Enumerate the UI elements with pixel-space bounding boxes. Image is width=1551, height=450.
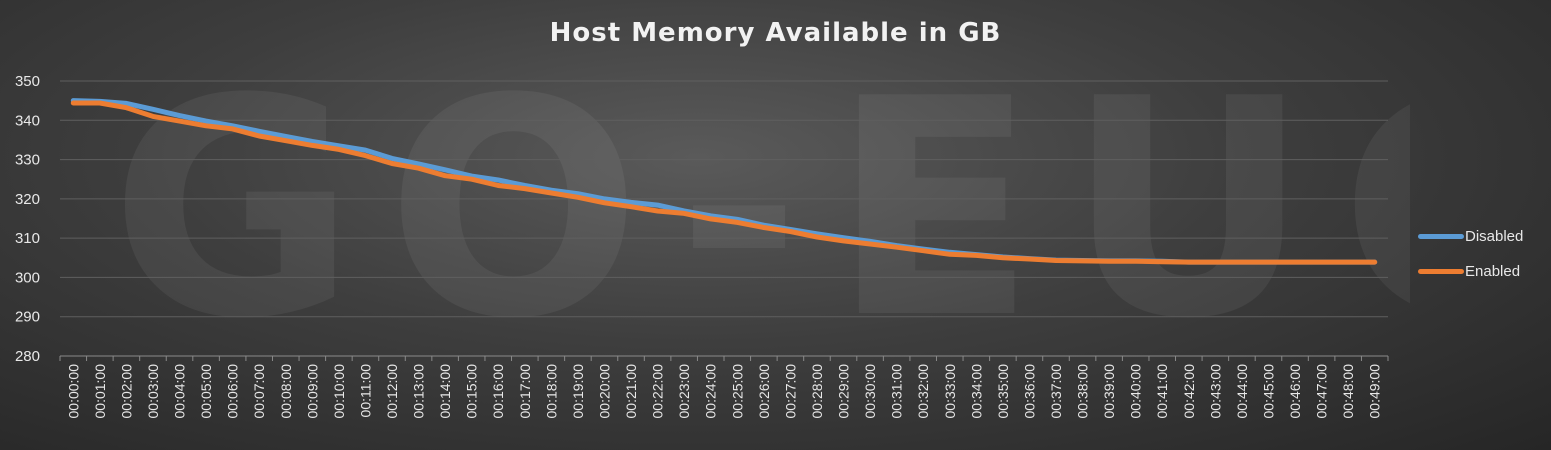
x-tick-label: 00:15:00 xyxy=(464,364,480,419)
x-tick-label: 00:25:00 xyxy=(729,364,745,419)
y-tick-label: 350 xyxy=(15,73,40,90)
x-tick-label: 00:27:00 xyxy=(782,364,798,419)
x-tick-label: 00:49:00 xyxy=(1367,364,1383,419)
y-tick-label: 280 xyxy=(15,348,40,365)
x-tick-label: 00:37:00 xyxy=(1048,364,1064,419)
y-tick-label: 300 xyxy=(15,269,40,286)
legend-label-enabled: Enabled xyxy=(1465,262,1521,280)
x-tick-label: 00:22:00 xyxy=(650,364,666,419)
x-tick-label: 00:23:00 xyxy=(676,364,692,419)
x-tick-label: 00:24:00 xyxy=(703,364,719,419)
x-tick-label: 00:17:00 xyxy=(517,364,533,419)
y-tick-label: 330 xyxy=(15,152,40,169)
x-tick-label: 00:21:00 xyxy=(623,364,639,419)
legend-label-disabled: Disabled xyxy=(1465,227,1524,245)
x-tick-label: 00:00:00 xyxy=(65,364,81,419)
x-tick-label: 00:01:00 xyxy=(92,364,108,419)
x-tick-label: 00:34:00 xyxy=(968,364,984,419)
x-tick-label: 00:13:00 xyxy=(411,364,427,419)
x-tick-label: 00:09:00 xyxy=(304,364,320,419)
x-tick-label: 00:46:00 xyxy=(1287,364,1303,419)
x-tick-label: 00:48:00 xyxy=(1340,364,1356,419)
x-tick-label: 00:33:00 xyxy=(942,364,958,419)
x-tick-label: 00:31:00 xyxy=(889,364,905,419)
x-tick-label: 00:38:00 xyxy=(1075,364,1091,419)
x-tick-label: 00:20:00 xyxy=(596,364,612,419)
legend-swatch-disabled xyxy=(1418,233,1464,239)
x-tick-label: 00:19:00 xyxy=(570,364,586,419)
y-tick-label: 310 xyxy=(15,230,40,247)
x-tick-label: 00:08:00 xyxy=(278,364,294,419)
y-tick-label: 340 xyxy=(15,112,40,129)
x-tick-label: 00:30:00 xyxy=(862,364,878,419)
legend-swatch-enabled xyxy=(1418,268,1464,274)
x-tick-label: 00:45:00 xyxy=(1260,364,1276,419)
x-tick-label: 00:06:00 xyxy=(225,364,241,419)
x-tick-label: 00:05:00 xyxy=(198,364,214,419)
x-tick-label: 00:11:00 xyxy=(357,364,373,418)
series-line-enabled xyxy=(70,100,1378,265)
x-tick-label: 00:44:00 xyxy=(1234,364,1250,419)
y-tick-label: 320 xyxy=(15,191,40,208)
x-tick-label: 00:29:00 xyxy=(836,364,852,419)
x-tick-label: 00:28:00 xyxy=(809,364,825,419)
x-tick-label: 00:18:00 xyxy=(543,364,559,419)
x-tick-label: 00:26:00 xyxy=(756,364,772,419)
watermark-logo: GO-EUC xyxy=(110,60,1410,360)
x-tick-label: 00:10:00 xyxy=(331,364,347,419)
x-tick-label: 00:35:00 xyxy=(995,364,1011,419)
x-tick-label: 00:40:00 xyxy=(1128,364,1144,419)
x-tick-label: 00:07:00 xyxy=(251,364,267,419)
legend-item-disabled[interactable]: Disabled xyxy=(1418,226,1523,246)
x-tick-label: 00:32:00 xyxy=(915,364,931,419)
x-tick-label: 00:14:00 xyxy=(437,364,453,419)
x-tick-label: 00:36:00 xyxy=(1021,364,1037,419)
x-tick-label: 00:47:00 xyxy=(1314,364,1330,419)
chart-title: Host Memory Available in GB xyxy=(549,18,1002,48)
x-tick-label: 00:16:00 xyxy=(490,364,506,419)
legend-item-enabled[interactable]: Enabled xyxy=(1418,261,1520,281)
x-tick-label: 00:03:00 xyxy=(145,364,161,419)
x-tick-label: 00:43:00 xyxy=(1207,364,1223,419)
x-tick-label: 00:12:00 xyxy=(384,364,400,419)
x-tick-label: 00:42:00 xyxy=(1181,364,1197,419)
x-tick-label: 00:41:00 xyxy=(1154,364,1170,419)
x-tick-label: 00:02:00 xyxy=(118,364,134,419)
x-tick-label: 00:39:00 xyxy=(1101,364,1117,419)
x-tick-label: 00:04:00 xyxy=(172,364,188,419)
y-tick-label: 290 xyxy=(15,309,40,326)
